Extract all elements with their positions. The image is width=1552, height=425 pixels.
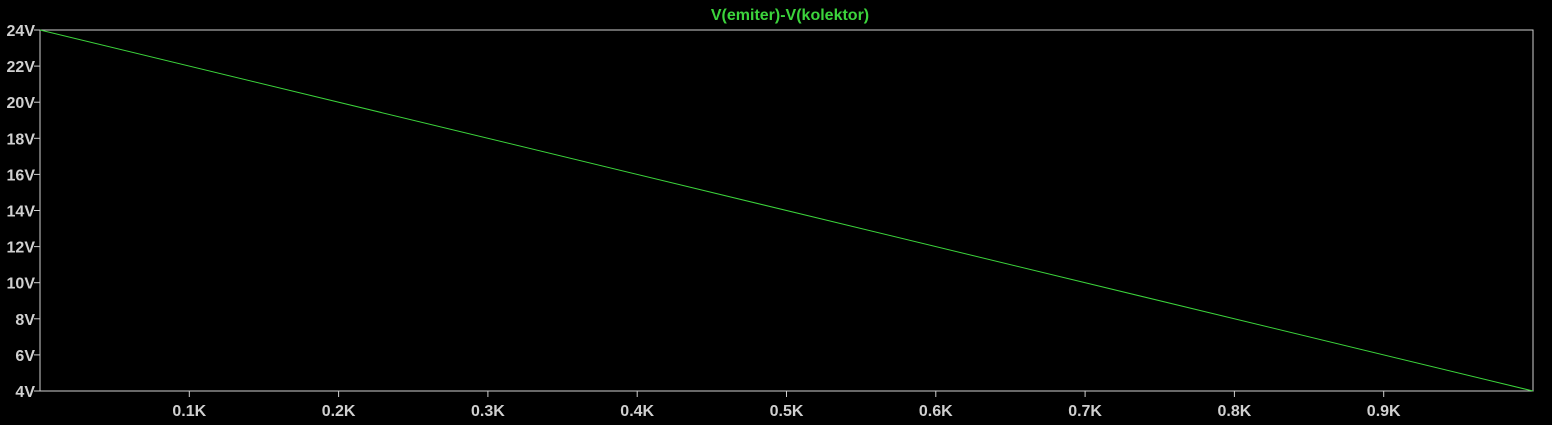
x-tick-label: 0.2K	[322, 403, 356, 420]
x-tick-label: 0.4K	[620, 403, 654, 420]
tick-labels: 4V 6V 8V 10V 12V 14V 16V 18V 20V 22V 24V 0.1K 0.2K 0.…	[7, 23, 1402, 420]
y-tick-label: 22V	[7, 59, 36, 76]
tick-marks	[34, 29, 1385, 397]
y-tick-label: 4V	[15, 384, 35, 401]
y-tick-label: 18V	[7, 131, 36, 148]
x-tick-label: 0.5K	[770, 403, 804, 420]
y-tick-label: 6V	[15, 348, 35, 365]
y-tick-label: 10V	[7, 276, 36, 293]
y-tick-label: 24V	[7, 23, 36, 40]
x-tick-label: 0.3K	[471, 403, 505, 420]
plot-title[interactable]: V(emiter)-V(kolektor)	[711, 7, 869, 24]
y-tick-label: 14V	[7, 204, 36, 221]
y-tick-label: 8V	[15, 312, 35, 329]
y-tick-label: 12V	[7, 240, 36, 257]
x-tick-label: 0.8K	[1218, 403, 1252, 420]
x-tick-label: 0.6K	[919, 403, 953, 420]
y-tick-label: 16V	[7, 167, 36, 184]
y-tick-label: 20V	[7, 95, 36, 112]
x-tick-label: 0.9K	[1367, 403, 1401, 420]
x-tick-label: 0.1K	[172, 403, 206, 420]
traces	[39, 29, 1534, 392]
x-tick-label: 0.7K	[1068, 403, 1102, 420]
series-line[interactable]	[39, 29, 1534, 392]
